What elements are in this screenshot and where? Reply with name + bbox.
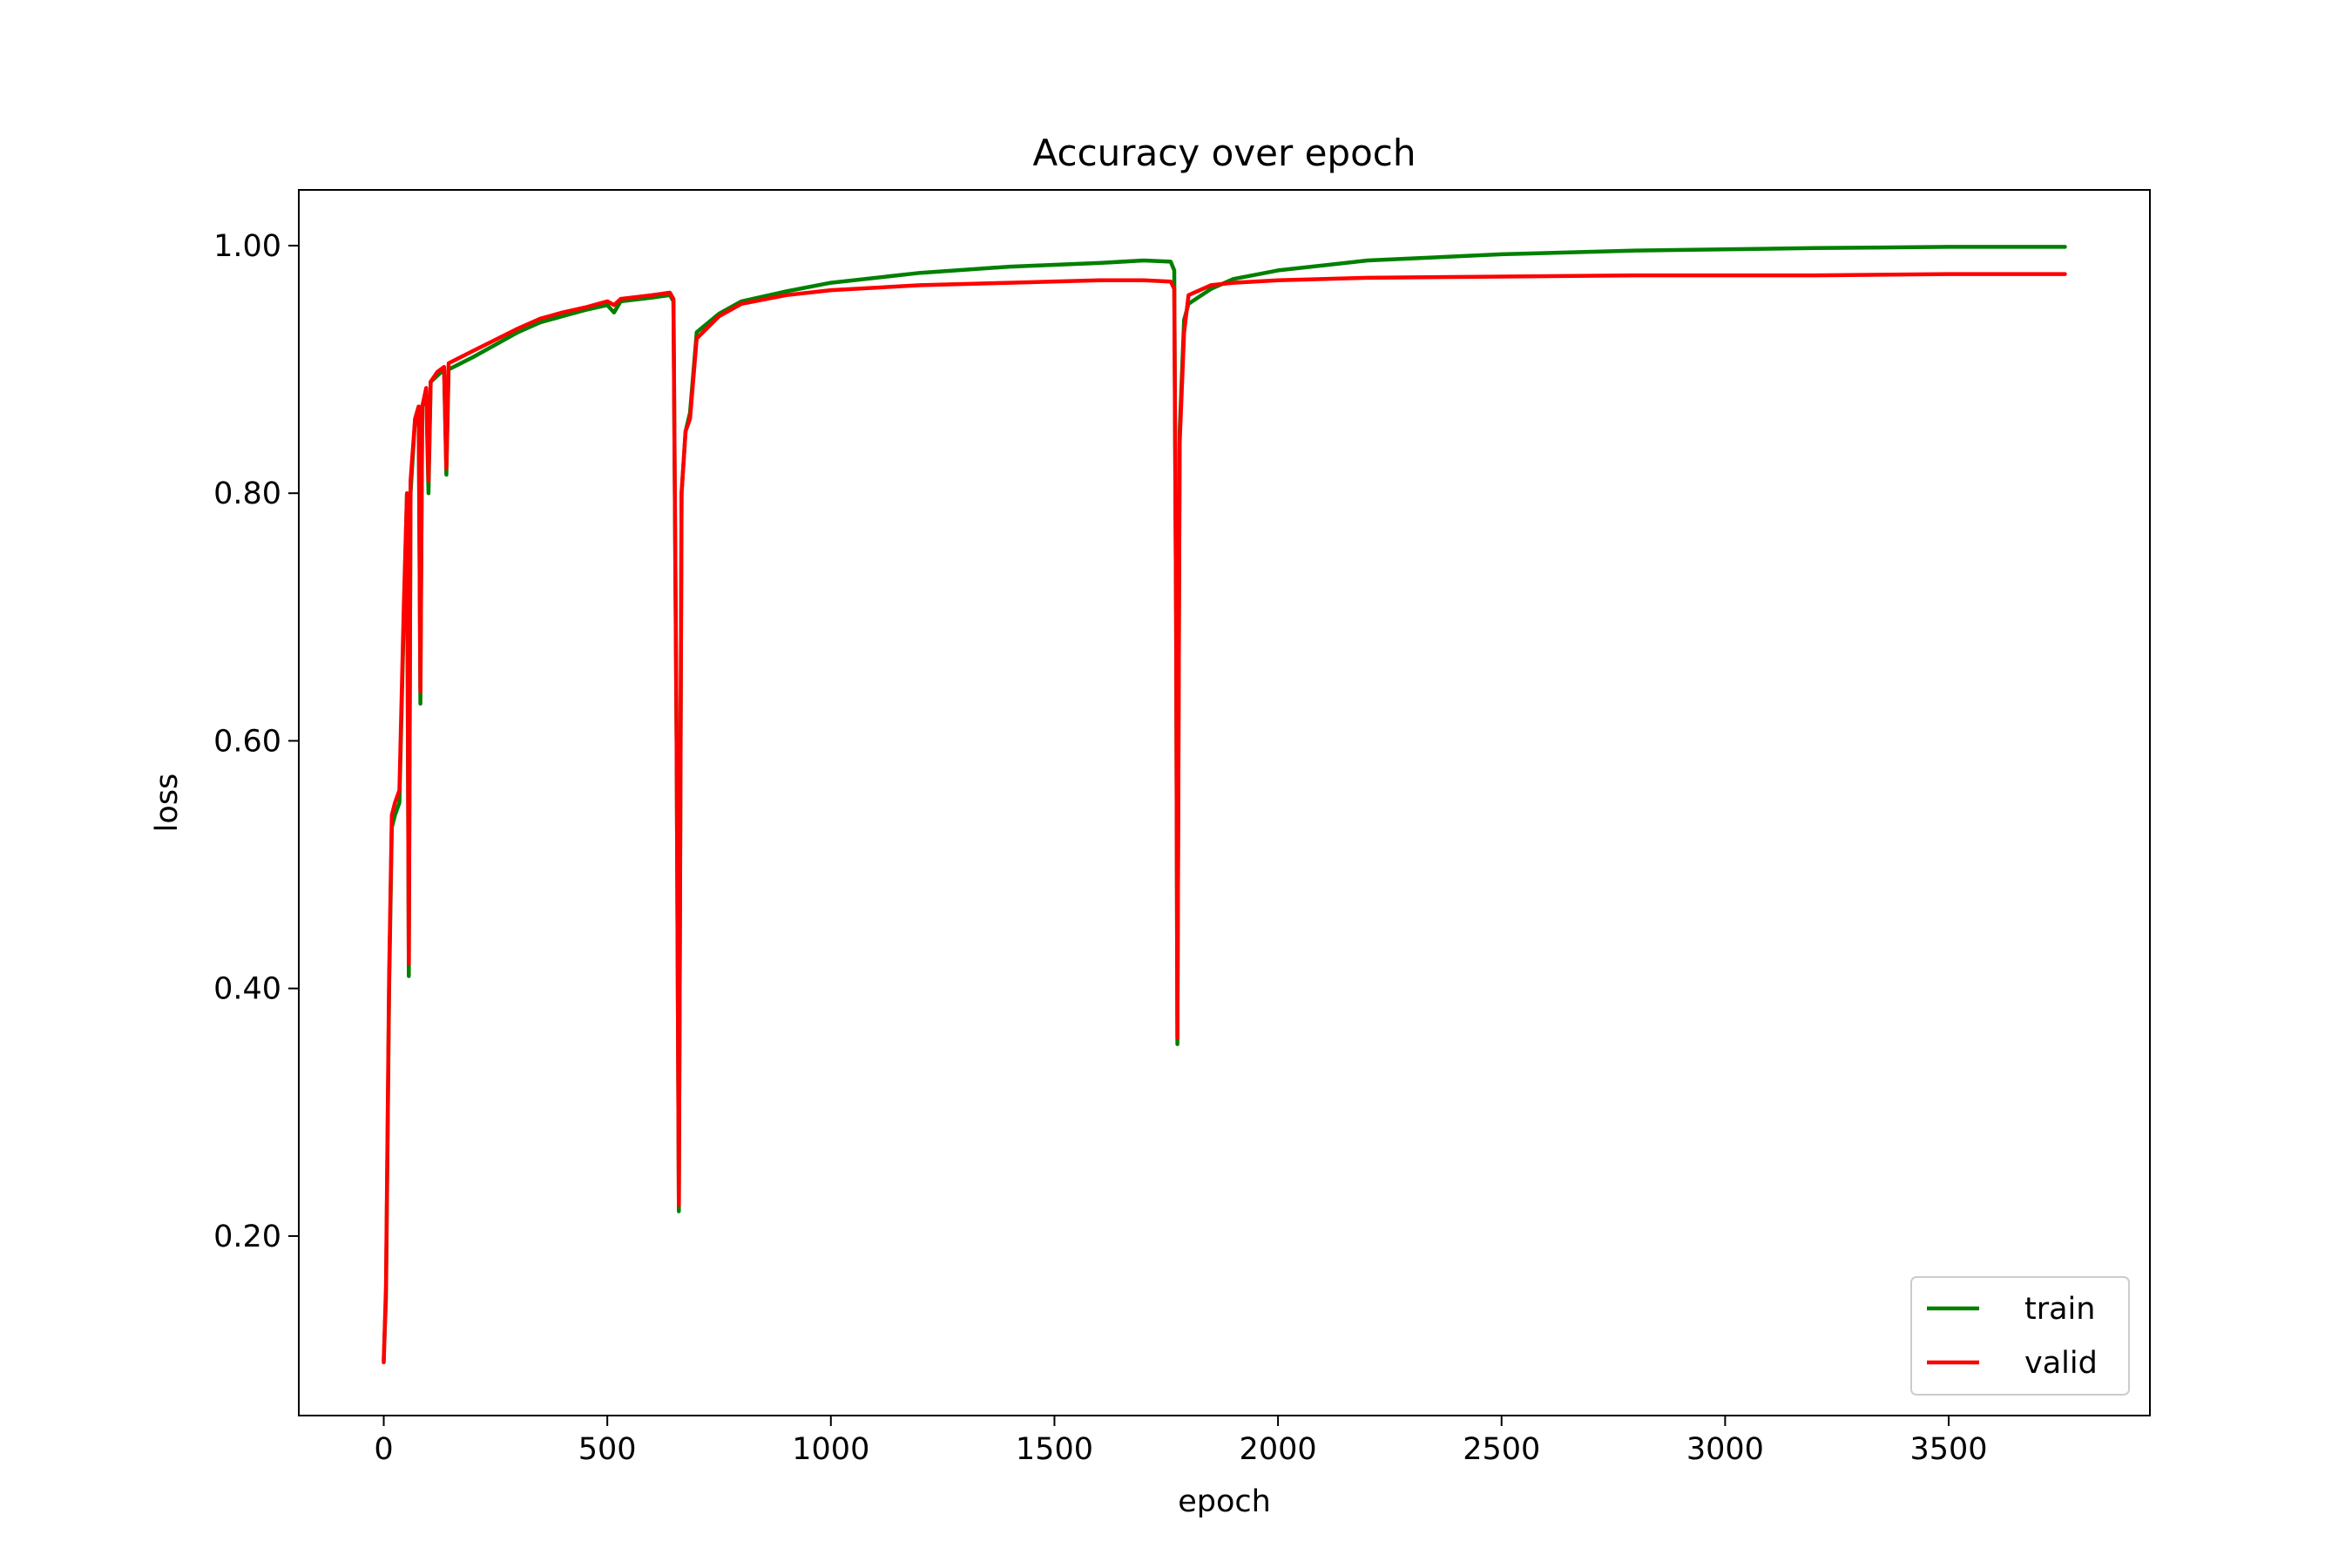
y-axis-label: loss (150, 774, 185, 833)
legend-label-train: train (2024, 1292, 2095, 1327)
y-tick-label: 0.40 (213, 972, 281, 1007)
plot-area-frame (298, 189, 2151, 1416)
chart-title: Accuracy over epoch (1032, 132, 1416, 174)
y-tick-label: 0.80 (213, 476, 281, 511)
x-axis-label: epoch (1178, 1484, 1271, 1519)
x-tick-label: 2000 (1240, 1432, 1317, 1467)
x-tick-label: 1000 (792, 1432, 869, 1467)
y-axis: 0.20 0.40 0.60 0.80 1.00 (213, 229, 299, 1254)
legend-label-valid: valid (2024, 1346, 2098, 1381)
x-tick-label: 500 (578, 1432, 637, 1467)
x-axis: 0 500 1000 1500 2000 2500 3000 3500 (374, 1416, 1988, 1467)
series-line-valid (382, 272, 2067, 1365)
series-layer (382, 245, 2067, 1365)
x-tick-label: 3000 (1686, 1432, 1764, 1467)
y-tick-label: 1.00 (213, 229, 281, 264)
x-tick-label: 1500 (1016, 1432, 1093, 1467)
y-tick-label: 0.20 (213, 1220, 281, 1254)
x-tick-label: 2500 (1463, 1432, 1540, 1467)
x-tick-label: 3500 (1909, 1432, 1987, 1467)
x-tick-label: 0 (374, 1432, 393, 1467)
legend: train valid (1910, 1276, 2130, 1396)
y-tick-label: 0.60 (213, 724, 281, 759)
